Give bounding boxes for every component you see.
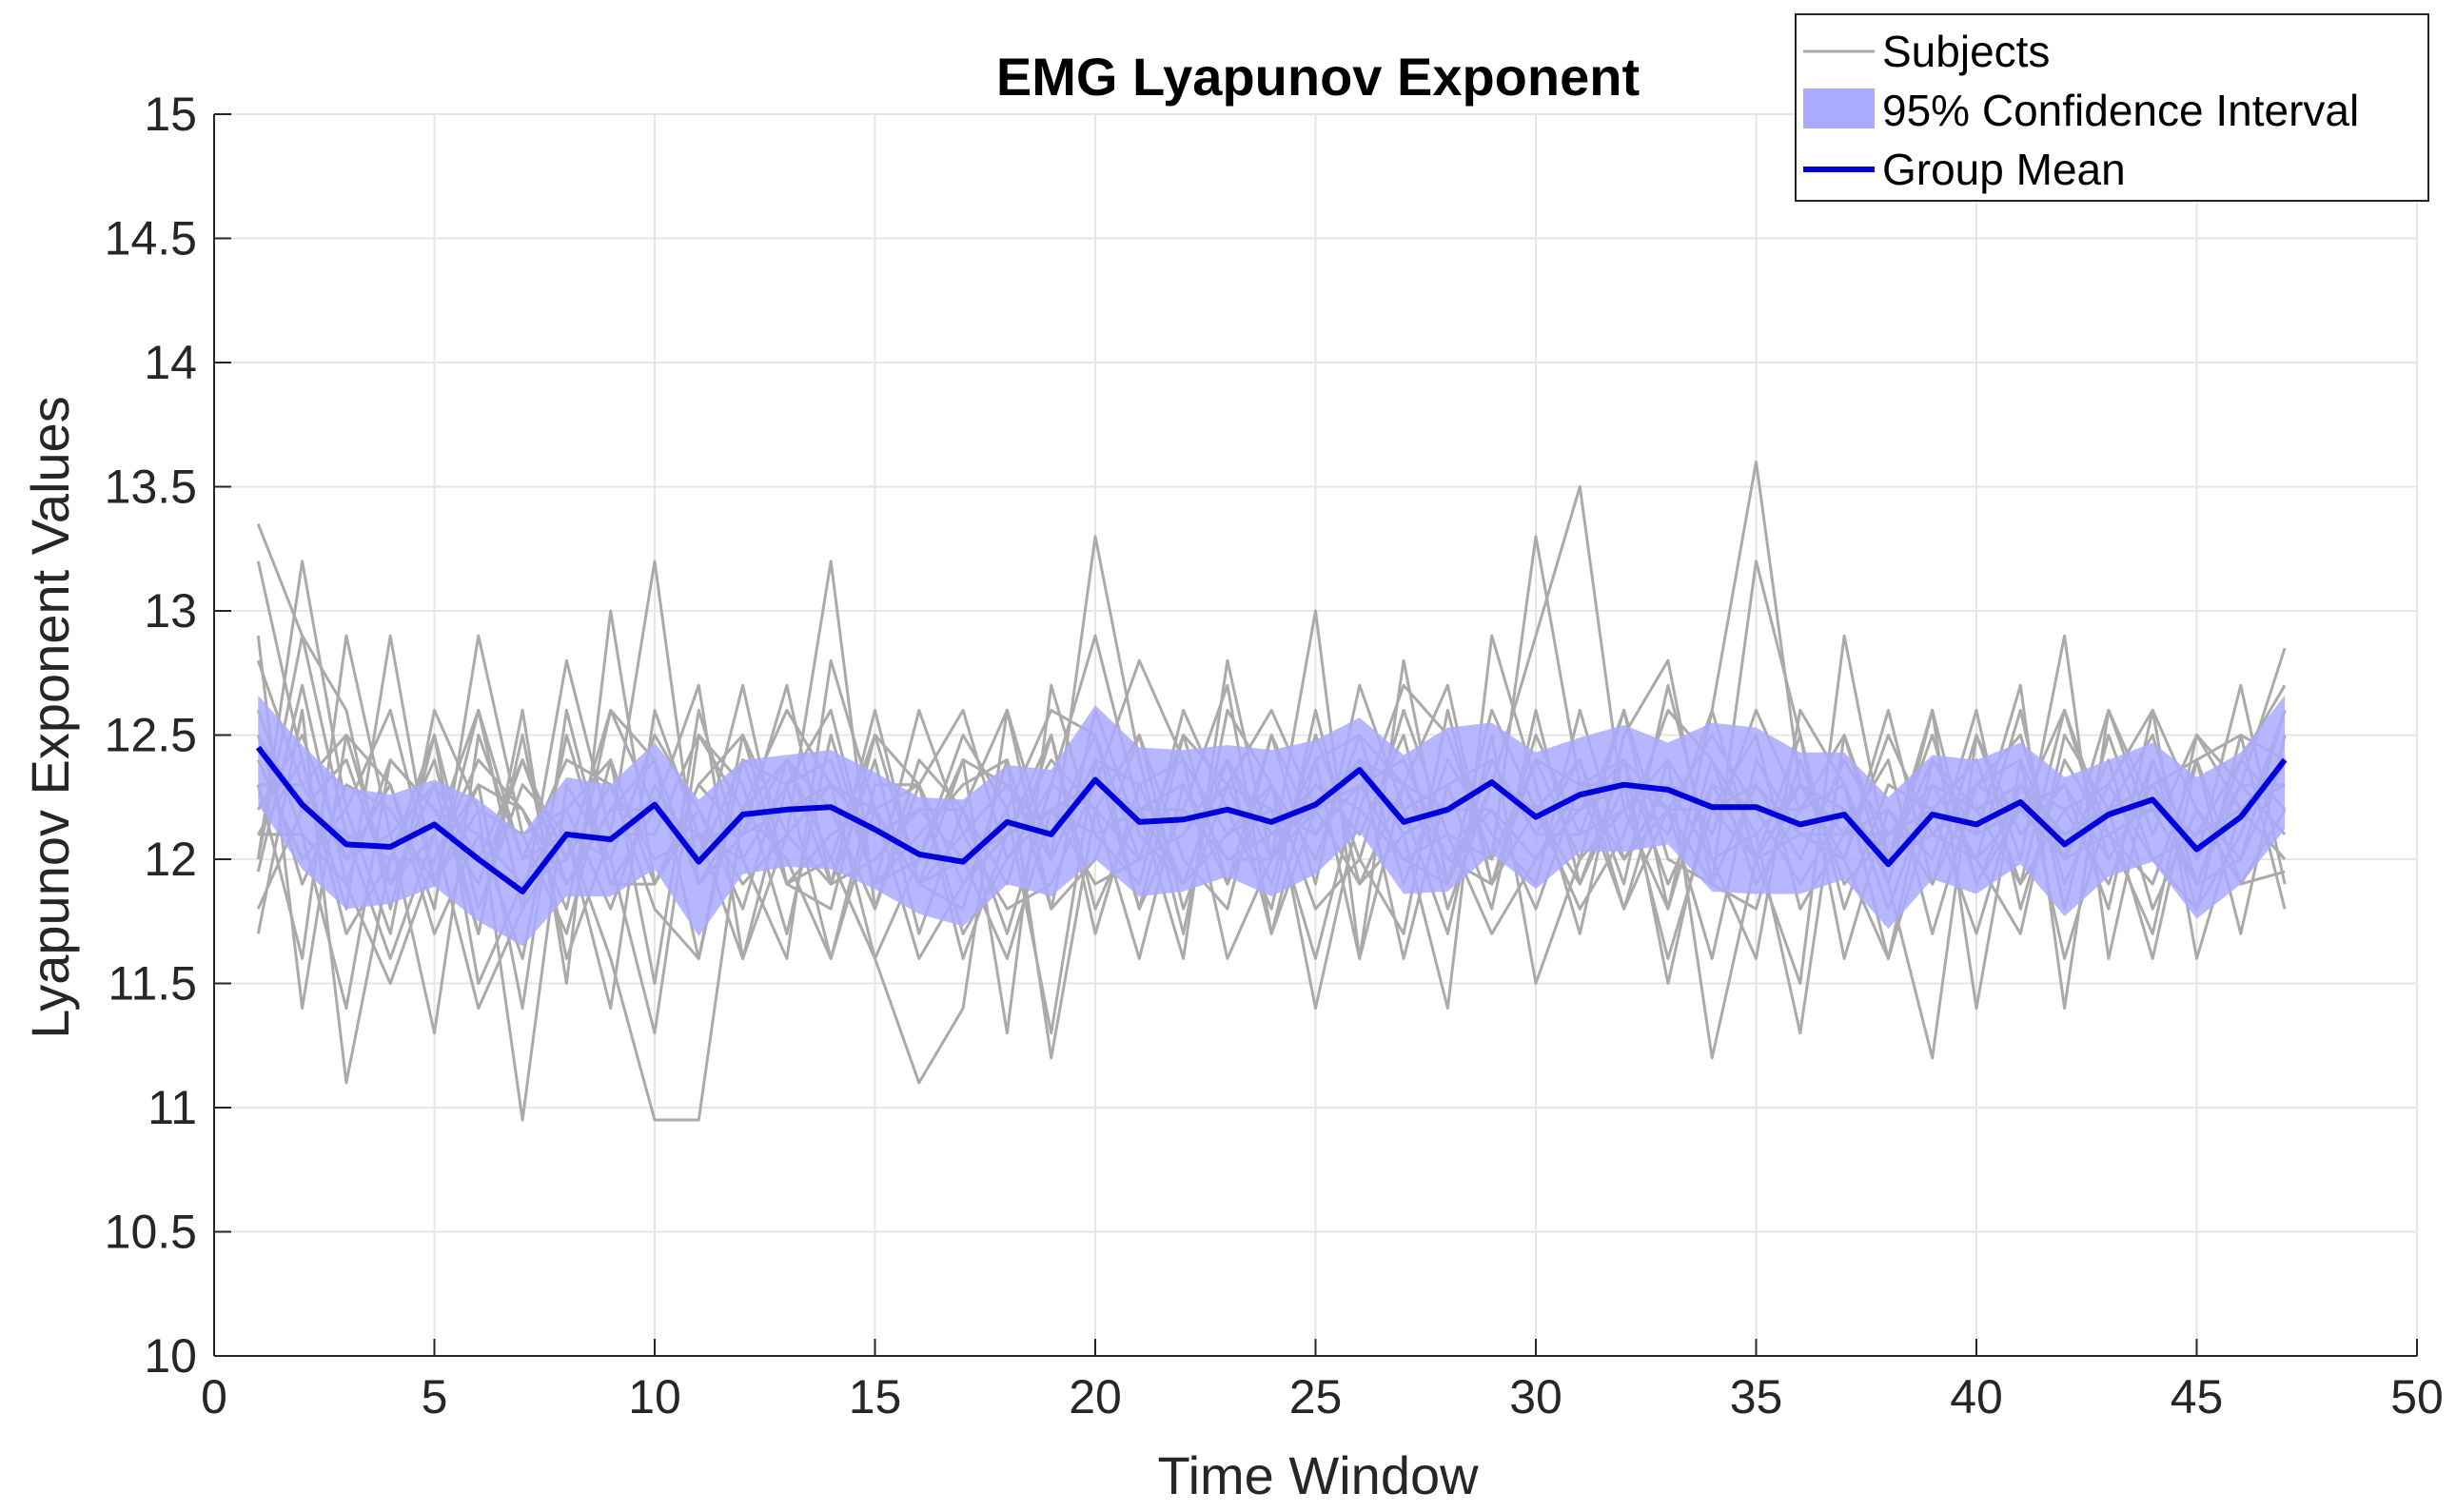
x-tick-label-1: 5 bbox=[422, 1370, 448, 1424]
y-tick-label-7: 13.5 bbox=[105, 461, 197, 514]
x-tick-label-9: 45 bbox=[2171, 1370, 2224, 1424]
legend-ci-swatch bbox=[1803, 88, 1875, 128]
y-tick-label-8: 14 bbox=[144, 336, 197, 389]
x-tick-label-8: 40 bbox=[1950, 1370, 2003, 1424]
x-tick-label-2: 10 bbox=[628, 1370, 681, 1424]
x-tick-label-3: 15 bbox=[849, 1370, 902, 1424]
x-tick-label-4: 20 bbox=[1069, 1370, 1122, 1424]
y-tick-label-2: 11 bbox=[147, 1081, 197, 1134]
x-axis-label: Time Window bbox=[1157, 1445, 1479, 1505]
legend-subjects-label: Subjects bbox=[1882, 27, 2050, 76]
y-tick-label-9: 14.5 bbox=[105, 212, 197, 265]
legend-mean-label: Group Mean bbox=[1882, 145, 2126, 194]
y-tick-label-1: 10.5 bbox=[105, 1206, 197, 1259]
y-tick-label-0: 10 bbox=[144, 1329, 197, 1383]
x-tick-label-10: 50 bbox=[2390, 1370, 2444, 1424]
x-tick-label-6: 30 bbox=[1509, 1370, 1562, 1424]
y-tick-label-4: 12 bbox=[144, 833, 197, 886]
legend-ci-label: 95% Confidence Interval bbox=[1882, 86, 2359, 135]
y-axis-label: Lyapunov Exponent Values bbox=[20, 396, 80, 1039]
group-mean-line bbox=[255, 745, 2288, 894]
tick-labels: 0 5 10 15 20 25 30 35 40 45 50 10 10.5 11 11.5 12 12.5 13… bbox=[105, 88, 2444, 1424]
chart-title: EMG Lyapunov Exponent bbox=[996, 47, 1640, 107]
x-tick-label-7: 35 bbox=[1730, 1370, 1783, 1424]
y-tick-label-10: 15 bbox=[144, 88, 197, 141]
legend: Subjects 95% Confidence Interval Group M… bbox=[1795, 13, 2429, 202]
y-tick-label-3: 11.5 bbox=[108, 957, 197, 1011]
y-tick-label-5: 12.5 bbox=[105, 709, 197, 762]
x-tick-label-0: 0 bbox=[201, 1370, 227, 1424]
x-tick-label-5: 25 bbox=[1289, 1370, 1343, 1424]
legend-box bbox=[1795, 13, 2429, 202]
y-tick-label-6: 13 bbox=[144, 584, 197, 638]
group-mean-layer bbox=[255, 745, 2288, 894]
axes bbox=[213, 113, 2418, 1357]
